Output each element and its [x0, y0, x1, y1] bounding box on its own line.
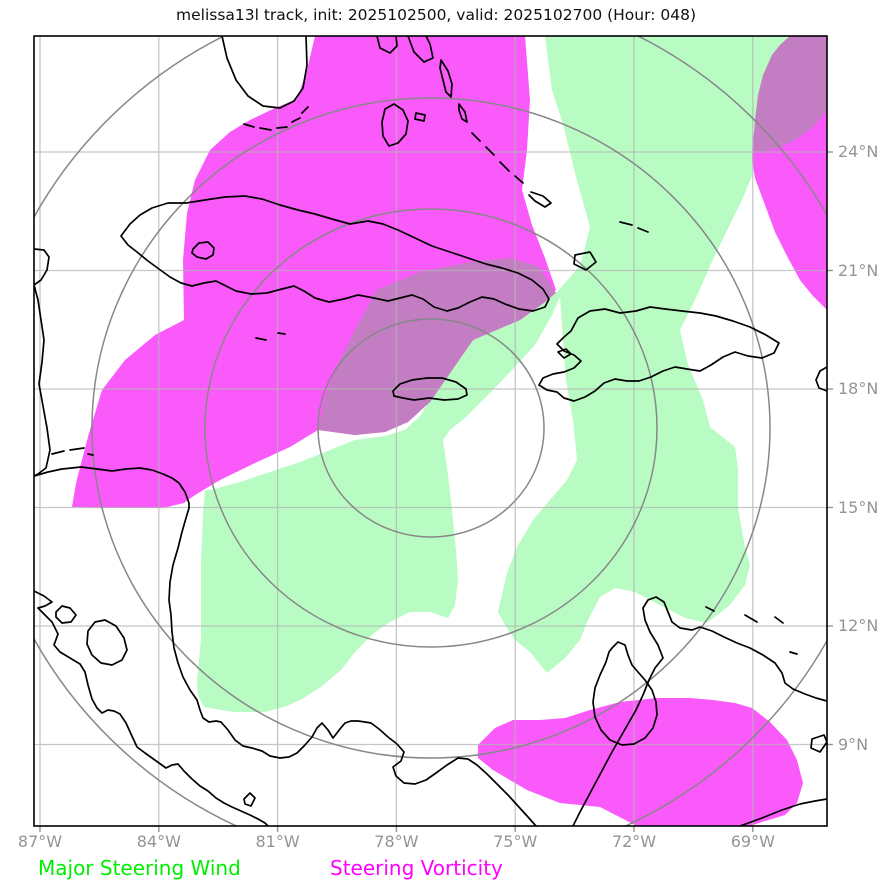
coastline-roatan	[51, 447, 94, 456]
y-tick-label: 15°N	[838, 497, 879, 517]
y-tick-label: 21°N	[838, 260, 879, 280]
x-tick-label: 81°W	[255, 832, 300, 851]
steering-wind-region	[197, 36, 790, 712]
vorticity-area-south	[478, 698, 803, 826]
coastline-belize	[34, 284, 51, 477]
coastline-cuba	[120, 195, 550, 312]
lake-managua	[55, 605, 77, 624]
x-tick-label: 72°W	[611, 832, 657, 851]
lake-maracaibo	[592, 641, 658, 746]
coastline-yucatan	[34, 248, 50, 286]
range-ring-3	[91, 97, 771, 759]
coiba-island	[243, 792, 256, 807]
coastline-colombia-venezuela	[572, 596, 827, 826]
x-tick-label: 84°W	[136, 832, 181, 851]
legend-item: Steering Vorticity	[330, 856, 503, 880]
coastline-florida	[221, 36, 308, 109]
coastline-honduras-to-panama	[34, 466, 537, 826]
axis-ticks	[39, 151, 833, 832]
overlap-corner-northeast	[753, 36, 827, 152]
x-tick-label: 87°W	[17, 832, 63, 851]
coastline-florida-keys	[243, 106, 309, 131]
overlap-region	[318, 36, 827, 435]
coastline-gonave	[557, 348, 572, 359]
coastline-cayman-islands	[255, 332, 286, 341]
x-tick-label: 78°W	[374, 832, 419, 851]
y-tick-label: 24°N	[838, 142, 879, 162]
coastline-hispaniola	[538, 306, 780, 402]
y-tick-label: 18°N	[838, 379, 879, 399]
plot-title: melissa13l track, init: 2025102500, vali…	[176, 6, 696, 24]
y-tick-label: 9°N	[838, 734, 869, 754]
coastline-puerto-rico	[815, 366, 827, 392]
latlon-grid	[34, 36, 827, 826]
coastline-bahamas	[376, 36, 649, 271]
range-ring-2	[204, 208, 658, 648]
coastline-trinidad	[810, 734, 827, 753]
coastlines	[34, 36, 827, 826]
coastline-isla-de-la-juventud	[191, 241, 215, 260]
x-tick-label: 75°W	[493, 832, 538, 851]
map-border	[33, 35, 828, 827]
coastline-jamaica	[392, 377, 468, 401]
range-ring-1	[317, 318, 545, 538]
coastline-pacific	[34, 590, 269, 826]
antilles-islets	[705, 606, 798, 655]
y-tick-label: 12°N	[838, 616, 879, 636]
lake-nicaragua	[86, 619, 128, 666]
legend-item: Major Steering Wind	[38, 856, 241, 880]
x-tick-label: 69°W	[730, 832, 775, 851]
coastline-venezuela-south	[739, 798, 827, 826]
steering-wind-area	[197, 36, 790, 712]
overlap-band-central	[318, 258, 556, 435]
range-rings	[34, 36, 827, 826]
